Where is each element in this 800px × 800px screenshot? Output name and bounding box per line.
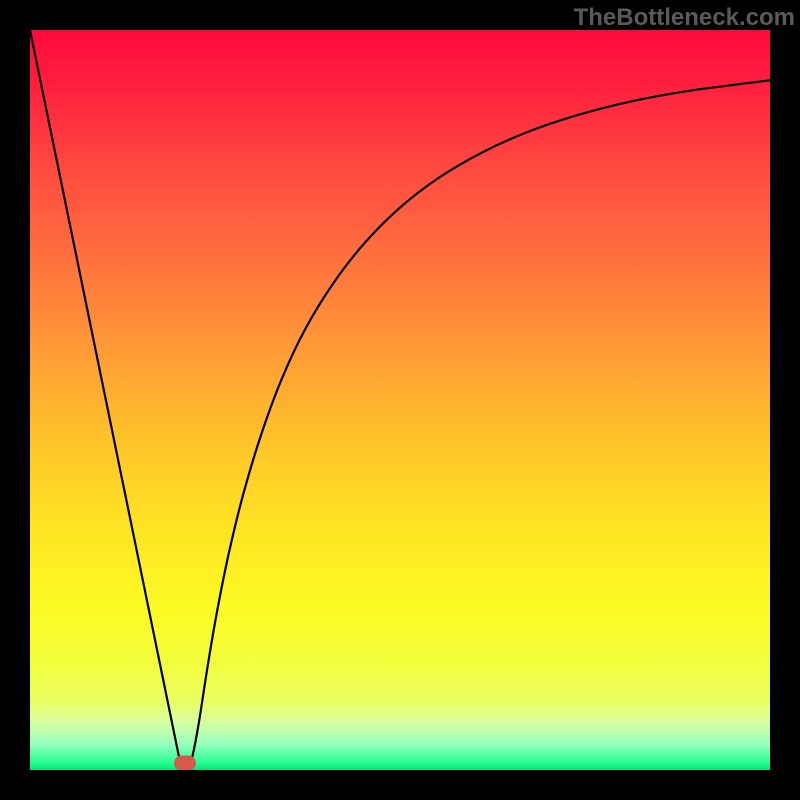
plot-area bbox=[30, 30, 770, 770]
watermark-label: TheBottleneck.com bbox=[574, 4, 795, 32]
optimum-marker bbox=[174, 755, 196, 770]
heat-gradient-background bbox=[30, 30, 770, 770]
